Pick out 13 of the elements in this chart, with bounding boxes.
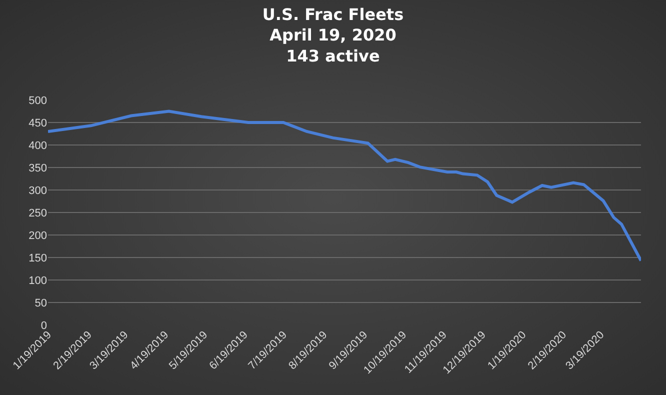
y-tick-label: 50 [34,297,47,310]
line-series [48,110,641,262]
chart-title: U.S. Frac Fleets April 19, 2020 143 active [262,4,404,66]
y-tick-label: 400 [28,140,47,152]
y-tick-label: 300 [28,184,47,197]
y-tick-label: 150 [28,252,47,264]
y-tick-label: 500 [28,94,47,107]
y-tick-label: 200 [28,230,47,242]
y-tick-label: 450 [28,117,47,130]
y-tick-label: 350 [28,162,47,174]
y-tick-label: 250 [28,207,47,220]
y-tick-label: 0 [40,320,47,332]
y-tick-label: 100 [28,274,47,287]
